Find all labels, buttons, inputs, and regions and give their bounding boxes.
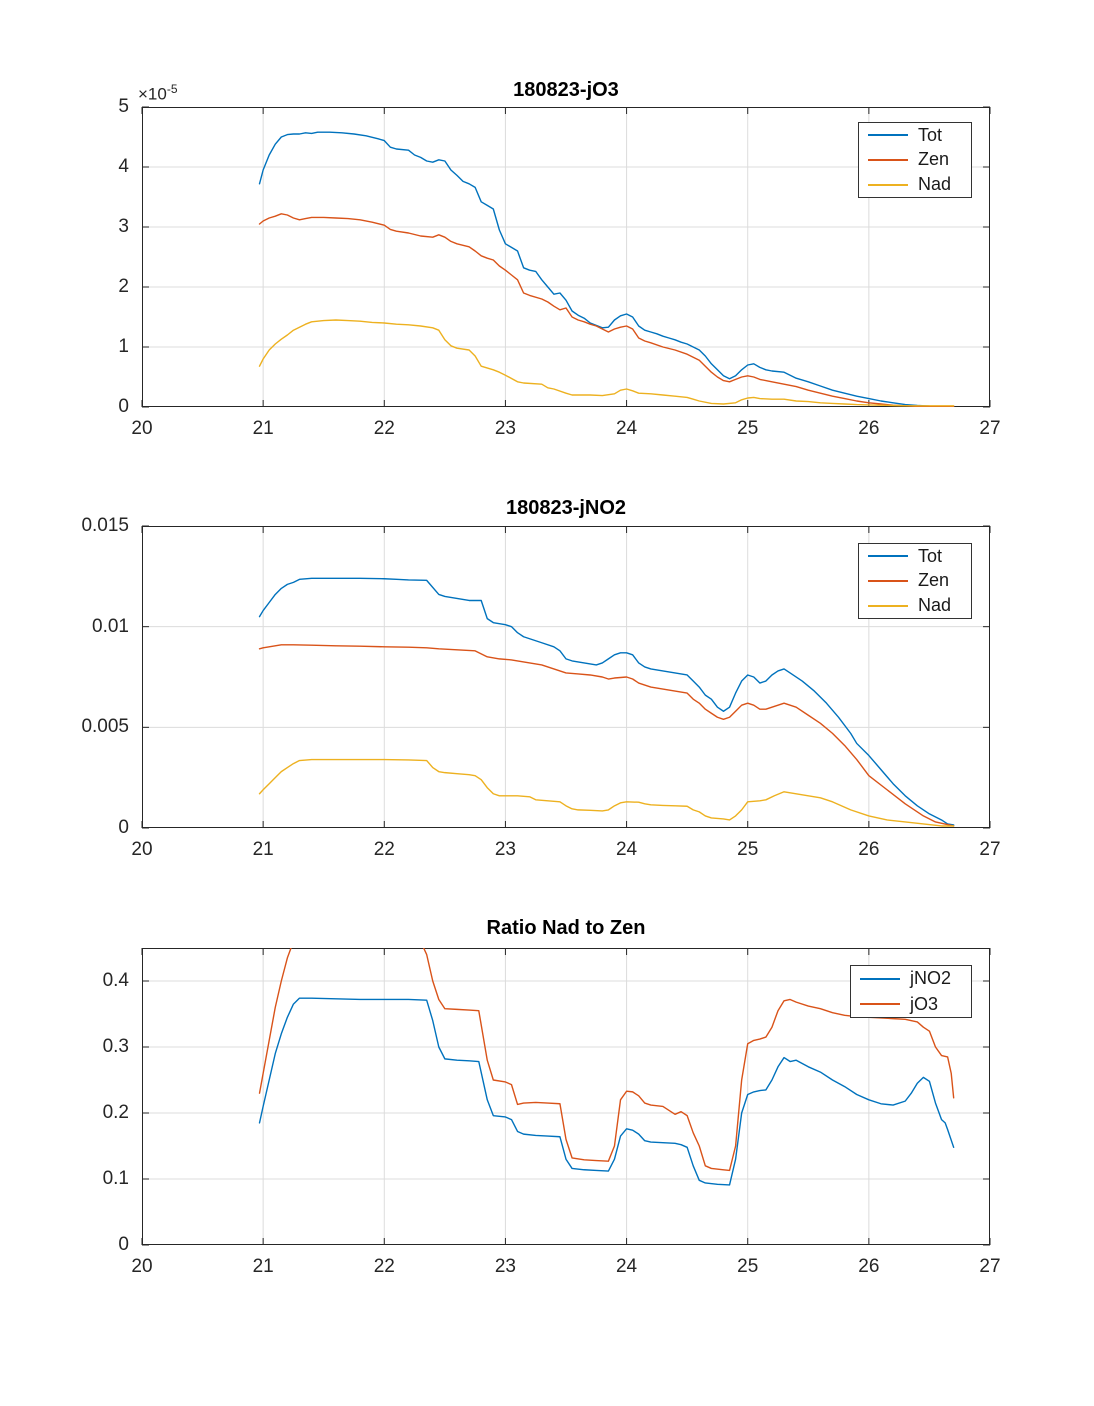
y-tick-label: 0.4 xyxy=(102,970,129,991)
y-tick-label: 3 xyxy=(118,216,129,237)
legend-line-swatch xyxy=(860,977,900,980)
legend-line-swatch xyxy=(868,604,908,607)
y-tick-label: 4 xyxy=(118,156,129,177)
x-tick-label: 25 xyxy=(737,839,759,860)
x-tick-label: 20 xyxy=(131,418,153,439)
legend-label: jNO2 xyxy=(910,968,952,989)
legend-entry-tot: Tot xyxy=(859,125,971,146)
series-line-tot xyxy=(258,131,955,407)
plot-title-jo3: 180823-jO3 xyxy=(513,79,619,101)
axes-ratio: 20 21 22 23 24 25 26 27 0 0.1 0.2 0.3 0.4 jNO2 jO3 xyxy=(103,948,1001,1277)
legend-label: Nad xyxy=(918,174,952,195)
x-tick-label: 22 xyxy=(373,1256,395,1277)
legend-line-swatch xyxy=(868,183,908,186)
x-tick-label: 26 xyxy=(858,839,880,860)
x-tick-label: 27 xyxy=(979,418,1001,439)
series-line-jo3 xyxy=(258,948,955,1172)
x-tick-label: 21 xyxy=(252,418,274,439)
legend: Tot Zen Nad xyxy=(858,543,972,619)
x-tick-label: 20 xyxy=(131,839,153,860)
legend: jNO2 jO3 xyxy=(850,965,972,1018)
x-tick-label: 24 xyxy=(615,1256,638,1277)
series-line-nad xyxy=(258,319,955,407)
plot-canvas xyxy=(141,525,991,829)
legend-label: Zen xyxy=(918,570,950,591)
legend-label: Nad xyxy=(918,595,952,616)
legend-entry-tot: Tot xyxy=(859,546,971,567)
series-line-zen xyxy=(258,644,955,827)
x-tick-label: 21 xyxy=(252,839,274,860)
y-tick-label: 0.3 xyxy=(102,1036,129,1057)
x-tick-label: 20 xyxy=(131,1256,153,1277)
legend-label: jO3 xyxy=(910,993,939,1014)
x-tick-label: 21 xyxy=(252,1256,274,1277)
x-tick-label: 26 xyxy=(858,1256,880,1277)
y-tick-label: 0.015 xyxy=(81,515,129,536)
y-tick-label: 0 xyxy=(118,1234,129,1255)
legend-entry-jo3: jO3 xyxy=(851,994,971,1015)
legend-entry-nad: Nad xyxy=(859,174,971,195)
x-tick-label: 27 xyxy=(979,1256,1001,1277)
plot-canvas xyxy=(141,948,991,1246)
y-tick-label: 0 xyxy=(118,817,129,838)
y-tick-label: 0.1 xyxy=(102,1168,129,1189)
axes-border xyxy=(142,948,990,1245)
x-tick-label: 24 xyxy=(615,839,638,860)
x-tick-label: 23 xyxy=(494,418,516,439)
plot-canvas xyxy=(141,106,991,408)
axes-border xyxy=(142,107,990,407)
y-tick-label: 2 xyxy=(118,276,129,297)
y-tick-label: 0.01 xyxy=(92,615,129,637)
x-tick-label: 25 xyxy=(737,1256,759,1277)
legend-entry-jno2: jNO2 xyxy=(851,968,971,989)
legend-line-swatch xyxy=(868,555,908,558)
axes-jno2: 20 21 22 23 24 25 26 27 0 0.005 0.01 0.015 Tot Zen Nad xyxy=(81,515,1000,860)
legend: Tot Zen Nad xyxy=(858,122,972,198)
x-tick-label: 27 xyxy=(979,839,1001,860)
legend-line-swatch xyxy=(868,579,908,582)
legend-label: Tot xyxy=(918,124,943,145)
legend-entry-zen: Zen xyxy=(859,149,971,170)
legend-line-swatch xyxy=(868,134,908,137)
legend-entry-zen: Zen xyxy=(859,570,971,591)
x-tick-label: 24 xyxy=(615,418,638,439)
series-line-tot xyxy=(258,577,955,826)
legend-line-swatch xyxy=(860,1003,900,1006)
plot-title-jno2: 180823-jNO2 xyxy=(505,497,627,519)
y-axis-exponent-label: ×10-5 xyxy=(138,82,178,104)
y-tick-label: 0 xyxy=(118,396,129,417)
x-tick-label: 22 xyxy=(373,839,395,860)
x-tick-label: 23 xyxy=(494,1256,516,1277)
legend-line-swatch xyxy=(868,158,908,161)
axes-border xyxy=(142,526,990,828)
y-tick-label: 1 xyxy=(118,336,129,357)
y-tick-label: 0.005 xyxy=(81,716,129,738)
series-line-nad xyxy=(258,758,955,827)
legend-entry-nad: Nad xyxy=(859,595,971,616)
x-tick-label: 22 xyxy=(373,418,395,439)
series-line-jno2 xyxy=(258,997,955,1186)
y-tick-label: 5 xyxy=(118,96,129,117)
legend-label: Tot xyxy=(918,545,943,566)
x-tick-label: 25 xyxy=(737,418,759,439)
x-tick-label: 26 xyxy=(858,418,880,439)
y-tick-label: 0.2 xyxy=(102,1102,129,1123)
legend-label: Zen xyxy=(918,149,950,170)
x-tick-label: 23 xyxy=(494,839,516,860)
series-line-zen xyxy=(258,213,955,407)
axes-jo3: 20 21 22 23 24 25 26 27 0 1 2 3 4 5 Tot Zen Nad xyxy=(118,96,1000,439)
plot-title-ratio: Ratio Nad to Zen xyxy=(486,917,646,939)
